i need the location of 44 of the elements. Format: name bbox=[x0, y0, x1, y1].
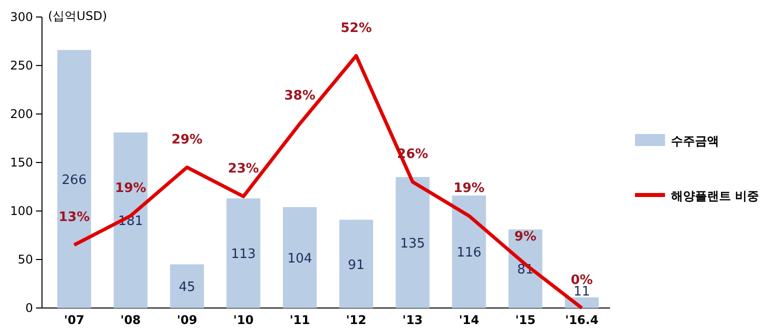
x-tick-label: '16.4 bbox=[565, 313, 598, 328]
y-tick-label: 150 bbox=[10, 155, 33, 170]
data-label: 13% bbox=[58, 210, 90, 225]
data-label: 91 bbox=[348, 258, 364, 273]
bar bbox=[452, 195, 486, 308]
legend-label: 해양플랜트 비중 bbox=[671, 189, 760, 203]
bar bbox=[226, 198, 260, 308]
data-label: 19% bbox=[115, 180, 146, 196]
y-tick-label: 300 bbox=[10, 10, 33, 24]
x-tick-label: '13 bbox=[402, 313, 423, 328]
data-label: 23% bbox=[228, 161, 259, 176]
y-tick-label: 50 bbox=[18, 252, 33, 266]
bar bbox=[396, 177, 430, 308]
x-tick-label: '10 bbox=[233, 313, 254, 328]
x-tick-label: '07 bbox=[64, 313, 84, 328]
data-label: 104 bbox=[287, 252, 312, 267]
x-tick-label: '14 bbox=[458, 313, 480, 328]
bar bbox=[57, 50, 92, 308]
x-tick-label: '15 bbox=[515, 313, 536, 328]
data-label: 116 bbox=[456, 246, 482, 261]
bar bbox=[339, 220, 374, 308]
x-tick-label: '11 bbox=[290, 313, 310, 328]
legend-label: 수주금액 bbox=[671, 134, 719, 148]
data-label: 11 bbox=[574, 284, 590, 300]
data-label: 29% bbox=[171, 132, 203, 148]
data-label: 19% bbox=[453, 180, 485, 196]
data-label: 113 bbox=[230, 247, 256, 262]
y-tick-label: 0 bbox=[25, 300, 33, 315]
bar bbox=[282, 207, 317, 308]
data-label: 266 bbox=[62, 172, 87, 188]
y-tick-label: 100 bbox=[10, 204, 33, 218]
data-label: 52% bbox=[340, 20, 372, 36]
data-label: 135 bbox=[400, 236, 426, 252]
data-label: 9% bbox=[514, 229, 536, 244]
bar bbox=[114, 132, 148, 308]
bar bbox=[170, 264, 204, 308]
x-tick-label: '09 bbox=[176, 313, 198, 328]
y-axis-title: (십억USD) bbox=[48, 9, 108, 23]
data-label: 45 bbox=[178, 280, 196, 296]
data-label: 38% bbox=[284, 88, 316, 104]
x-tick-label: '12 bbox=[346, 313, 366, 328]
y-tick-label: 200 bbox=[10, 106, 33, 121]
y-tick-label: 250 bbox=[10, 58, 33, 72]
x-tick-label: '08 bbox=[120, 313, 141, 328]
